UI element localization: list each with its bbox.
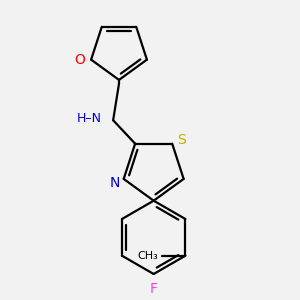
Text: CH₃: CH₃ xyxy=(137,251,158,261)
Text: O: O xyxy=(74,52,85,67)
Text: H–N: H–N xyxy=(76,112,101,124)
Text: N: N xyxy=(110,176,120,190)
Text: S: S xyxy=(177,133,186,147)
Text: F: F xyxy=(150,282,158,296)
